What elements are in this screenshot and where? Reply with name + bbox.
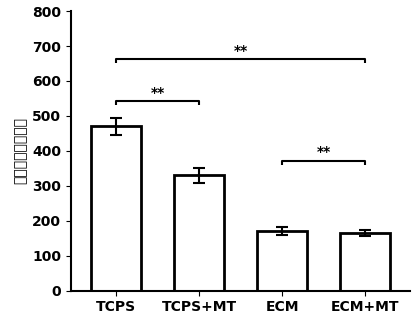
Y-axis label: 胞内活性氧荧光値: 胞内活性氧荧光値 <box>14 117 28 184</box>
Bar <box>174 175 224 291</box>
Bar <box>340 233 390 291</box>
Text: **: ** <box>316 145 331 159</box>
Bar <box>257 231 307 291</box>
Text: **: ** <box>233 44 248 58</box>
Text: **: ** <box>151 86 165 100</box>
Bar <box>92 126 141 291</box>
